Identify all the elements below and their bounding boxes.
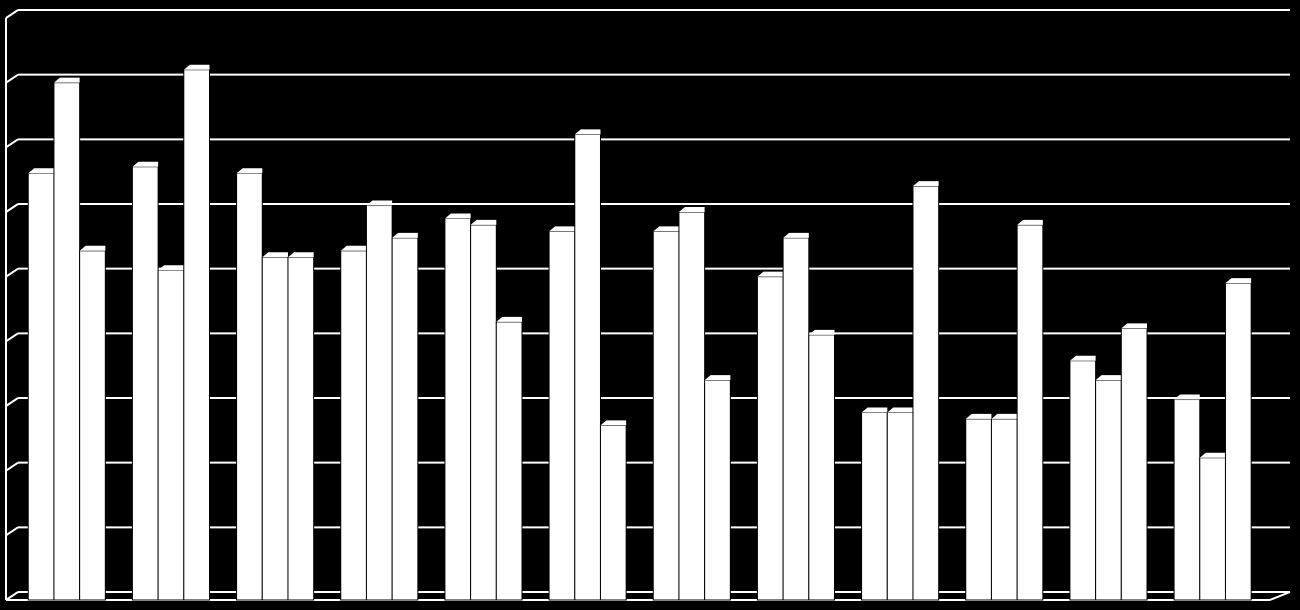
bar	[183, 69, 211, 601]
bar-top	[470, 219, 497, 225]
bar-top	[132, 161, 159, 167]
bar	[756, 276, 784, 601]
bar	[1095, 379, 1122, 601]
bar	[157, 269, 185, 601]
bar-top	[158, 265, 184, 271]
bar-top	[444, 213, 471, 219]
bar-top	[600, 420, 627, 426]
bar	[861, 411, 888, 601]
bar	[704, 379, 731, 601]
bar	[391, 237, 419, 601]
bar-top	[704, 375, 731, 381]
bar	[495, 321, 523, 601]
bar	[1224, 282, 1252, 601]
floor-edge	[1269, 591, 1291, 601]
bar-top	[757, 271, 784, 277]
bar-top	[183, 64, 210, 70]
bar	[444, 217, 472, 601]
grid-line	[5, 203, 19, 213]
grid-line	[5, 526, 19, 537]
bar	[470, 224, 497, 601]
bar	[53, 82, 81, 601]
bar	[1016, 224, 1044, 601]
grid-line	[5, 332, 19, 343]
bar-top	[678, 207, 705, 212]
grid-line	[5, 267, 19, 278]
bar	[340, 250, 367, 601]
bar-top	[1121, 323, 1147, 329]
bar	[574, 133, 601, 601]
grid-line	[5, 73, 19, 84]
grid-line	[5, 9, 19, 19]
bar-top	[28, 168, 54, 174]
bar-top	[1174, 394, 1200, 400]
bar-top	[574, 129, 601, 135]
bar-top	[991, 413, 1018, 419]
bar-top	[366, 200, 393, 206]
bar	[808, 334, 835, 601]
bar	[912, 185, 940, 601]
bar	[990, 418, 1018, 601]
bar	[1120, 327, 1148, 601]
bar	[79, 250, 106, 601]
grid-line	[5, 461, 19, 472]
bar-top	[1199, 452, 1226, 458]
bar	[261, 256, 289, 601]
grid-line	[5, 138, 19, 149]
bar-top	[1225, 278, 1252, 284]
bar	[1173, 399, 1201, 601]
bar-top	[549, 226, 575, 232]
bar-top	[1069, 355, 1096, 361]
bar-top	[287, 252, 314, 258]
bar-top	[79, 245, 106, 251]
bar-top	[340, 245, 367, 251]
bar	[886, 411, 914, 601]
bar	[1199, 457, 1226, 601]
bar-top	[965, 413, 992, 419]
bar	[678, 211, 706, 601]
bar-top	[912, 181, 939, 187]
bar	[236, 172, 263, 601]
bar-top	[262, 252, 288, 258]
bar	[965, 418, 992, 601]
bar	[131, 166, 159, 601]
bar	[1069, 360, 1097, 601]
bar	[548, 230, 576, 601]
bar	[27, 172, 55, 601]
bar-top	[53, 77, 80, 83]
bar-top	[236, 168, 263, 174]
bar-top	[653, 226, 679, 232]
bar-top	[496, 316, 522, 322]
bar-top	[808, 329, 835, 335]
bar-top	[887, 407, 913, 413]
bar-top	[1017, 219, 1043, 225]
bar	[365, 205, 393, 601]
bar-top	[1095, 375, 1122, 381]
bar-top	[861, 407, 888, 413]
bar-top	[783, 232, 809, 238]
bar	[652, 230, 680, 601]
bar	[599, 424, 627, 601]
grid-line	[5, 397, 19, 407]
bar-top	[392, 232, 418, 238]
bar	[287, 256, 315, 601]
grid-line	[5, 591, 19, 601]
bar	[782, 237, 810, 601]
